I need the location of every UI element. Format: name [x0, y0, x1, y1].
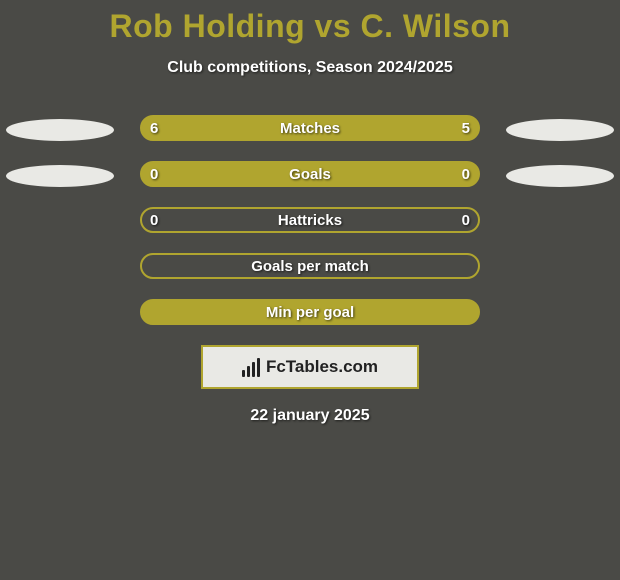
stat-label: Hattricks: [278, 212, 342, 229]
stat-bar: Goals: [140, 161, 480, 187]
stat-label: Matches: [280, 120, 340, 137]
stat-label: Min per goal: [266, 304, 354, 321]
subtitle: Club competitions, Season 2024/2025: [0, 59, 620, 77]
stat-bar: Hattricks: [140, 207, 480, 233]
stat-value-right: 5: [462, 115, 470, 141]
ellipse-right-icon: [506, 165, 614, 187]
stat-bar: Matches: [140, 115, 480, 141]
stat-bar: Min per goal: [140, 299, 480, 325]
stat-value-left: 0: [150, 207, 158, 233]
ellipse-left-icon: [6, 165, 114, 187]
player-right-name: C. Wilson: [361, 8, 511, 44]
stat-row: Hattricks 0 0: [0, 207, 620, 233]
comparison-infographic: Rob Holding vs C. Wilson Club competitio…: [0, 0, 620, 580]
stat-label: Goals: [289, 166, 331, 183]
stat-value-left: 6: [150, 115, 158, 141]
stat-value-right: 0: [462, 161, 470, 187]
source-badge: FcTables.com: [201, 345, 419, 389]
stat-bar: Goals per match: [140, 253, 480, 279]
stat-row: Goals per match: [0, 253, 620, 279]
stat-row: Min per goal: [0, 299, 620, 325]
stat-value-left: 0: [150, 161, 158, 187]
ellipse-right-icon: [506, 119, 614, 141]
stat-row: Goals 0 0: [0, 161, 620, 187]
title-vs: vs: [305, 8, 360, 44]
stat-value-right: 0: [462, 207, 470, 233]
stat-rows: Matches 6 5 Goals 0 0 Hattricks 0 0 Goals per mat…: [0, 115, 620, 325]
footer-date: 22 january 2025: [0, 407, 620, 425]
bar-chart-icon: [242, 357, 260, 377]
badge-text: FcTables.com: [266, 357, 378, 377]
stat-label: Goals per match: [251, 258, 369, 275]
ellipse-left-icon: [6, 119, 114, 141]
stat-row: Matches 6 5: [0, 115, 620, 141]
player-left-name: Rob Holding: [109, 8, 305, 44]
page-title: Rob Holding vs C. Wilson: [0, 0, 620, 45]
